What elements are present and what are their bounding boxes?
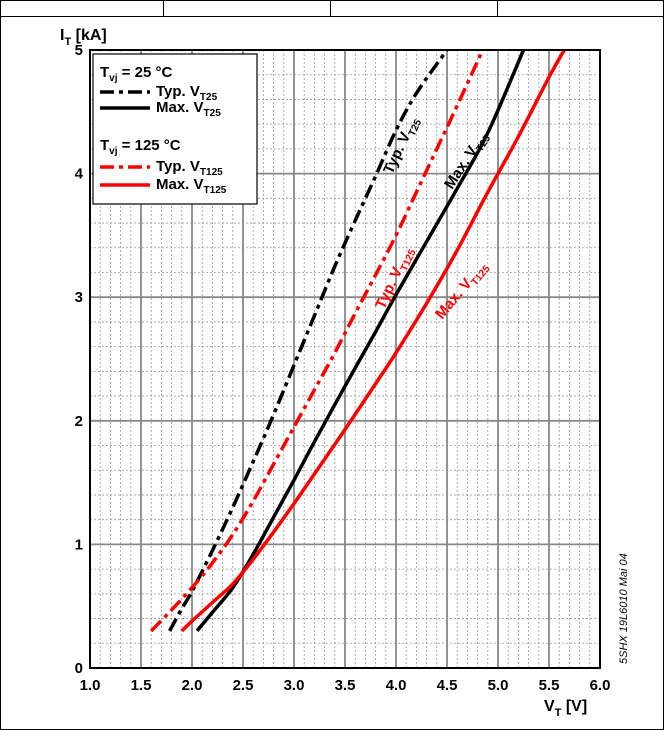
- legend-group-125-sub: vj: [109, 146, 118, 157]
- legend-group-25-sub: vj: [109, 73, 118, 84]
- x-tick-label: 1.0: [80, 677, 101, 694]
- x-tick-label: 4.5: [437, 677, 458, 694]
- y-tick-label: 0: [75, 660, 83, 677]
- y-tick-label: 2: [75, 413, 83, 430]
- axes: 1.0 1.5 2.0 2.5 3.0 3.5 4.0 4.5 5.0 5.5 6.0 0 1 2 3 4 5: [75, 42, 611, 694]
- legend-label-typ25: Typ. VT25: [156, 83, 218, 103]
- y-axis-title-unit: [kA]: [71, 27, 107, 44]
- legend-label-typ25-main: Typ. V: [156, 83, 200, 100]
- y-axis-title-sub: T: [64, 36, 71, 48]
- curve-max25: [195, 49, 526, 633]
- x-tick-label: 5.5: [539, 677, 560, 694]
- curve-typ125: [149, 49, 485, 633]
- x-tick-label: 2.5: [233, 677, 254, 694]
- legend-label-max25-main: Max. V: [156, 99, 204, 116]
- legend-label-max125: Max. VT125: [156, 176, 227, 196]
- y-tick-label: 5: [75, 42, 83, 59]
- x-tick-label: 4.0: [386, 677, 407, 694]
- x-tick-label: 5.0: [488, 677, 509, 694]
- legend: Tvj = 25 °C Typ. VT25 Max. VT25 Tvj = 12…: [92, 53, 258, 205]
- legend-group-25-title: Tvj = 25 °C: [100, 64, 172, 84]
- y-axis-title-main: I: [60, 27, 64, 44]
- x-tick-label: 1.5: [131, 677, 152, 694]
- plot-frame: [89, 49, 601, 669]
- x-axis-title-unit: [V]: [561, 698, 587, 715]
- y-axis-title: IT [kA]: [60, 27, 107, 48]
- legend-group-125-suffix: = 125 °C: [118, 137, 181, 154]
- legend-label-max25: Max. VT25: [156, 99, 221, 119]
- legend-group-125-title: Tvj = 125 °C: [100, 137, 181, 157]
- legend-box: [92, 53, 258, 205]
- legend-label-typ125: Typ. VT125: [156, 158, 223, 178]
- legend-label-max25-sub: T25: [204, 108, 222, 119]
- y-tick-label: 3: [75, 289, 83, 306]
- document-id-annotation: 5SHX 19L6010 Mai 04: [618, 553, 630, 664]
- legend-label-typ125-main: Typ. V: [156, 158, 200, 175]
- x-axis-title-sub: T: [555, 707, 562, 719]
- x-tick-label: 3.5: [335, 677, 356, 694]
- legend-label-max125-sub: T125: [204, 185, 227, 196]
- x-tick-label: 3.0: [284, 677, 305, 694]
- legend-label-typ125-sub: T125: [200, 167, 223, 178]
- curve-max125: [180, 49, 566, 633]
- y-tick-label: 4: [75, 166, 84, 183]
- legend-label-max125-main: Max. V: [156, 176, 204, 193]
- legend-group-25-suffix: = 25 °C: [118, 64, 173, 81]
- curves: [149, 48, 566, 633]
- x-axis-title-main: V: [544, 698, 555, 715]
- x-axis-title: VT [V]: [544, 698, 587, 719]
- x-tick-label: 6.0: [590, 677, 611, 694]
- x-tick-label: 2.0: [182, 677, 203, 694]
- legend-group-25-main: T: [100, 64, 109, 81]
- y-tick-label: 1: [75, 536, 83, 553]
- legend-group-125-main: T: [100, 137, 109, 154]
- legend-label-typ25-sub: T25: [200, 92, 218, 103]
